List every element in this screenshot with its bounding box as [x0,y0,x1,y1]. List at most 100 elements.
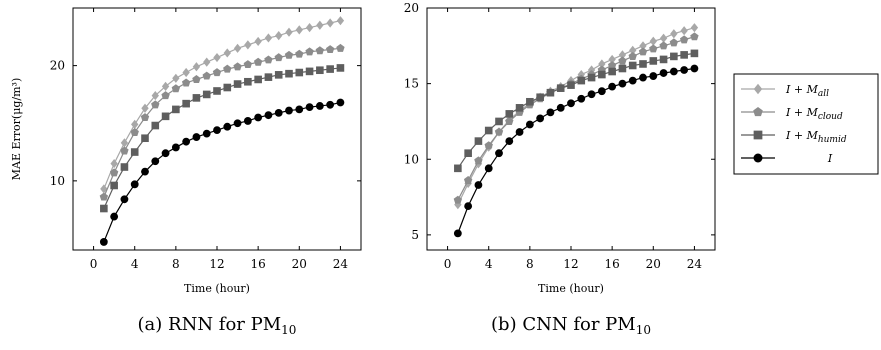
legend-label: I [827,152,833,165]
rnn-data-point [274,108,283,117]
y-tick-label: 15 [404,77,419,91]
cnn-data-point [474,137,483,145]
rnn-data-point [336,43,345,52]
cnn-data-point [649,36,657,46]
cnn-data-point [495,117,503,126]
rnn-data-point [130,180,139,189]
cnn-data-point [567,99,575,108]
rnn-data-point [182,137,191,146]
rnn-data-point [100,204,108,213]
x-tick-label: 24 [687,257,703,271]
rnn-data-point [213,126,221,135]
cnn-data-point [628,52,637,60]
rnn-data-point [171,84,181,93]
cnn-data-point [670,52,678,61]
cnn-data-point [690,32,699,41]
rnn-data-point [295,49,304,58]
rnn-data-point [233,62,242,71]
x-tick-label: 12 [563,257,578,271]
rnn-data-point [161,81,170,91]
cnn-data-point [484,164,493,173]
rnn-data-point [233,80,242,88]
cnn-data-point [464,202,473,211]
rnn-data-point [264,33,273,43]
x-tick-label: 4 [485,257,493,271]
rnn-data-point [172,73,180,83]
y-tick-label: 5 [411,228,419,242]
cnn-series-line [457,52,695,169]
rnn-data-point [284,50,294,59]
rnn-data-point [305,22,314,33]
rnn-data-point [233,43,242,53]
cnn-data-point [463,176,473,184]
cnn-data-point [680,66,689,74]
rnn-x-axis-label: Time (hour) [184,282,250,295]
rnn-data-point [305,47,314,56]
cnn-data-point [484,126,493,135]
cnn-data-point [618,50,627,60]
rnn-series-2 [100,64,345,213]
cnn-data-point [525,120,534,129]
cnn-data-point [680,51,688,59]
rnn-data-point [264,73,273,81]
rnn-data-point [192,133,201,141]
rnn-data-point [326,18,334,28]
rnn-data-point [202,129,211,138]
cnn-series-3 [453,64,699,238]
cnn-data-point [680,26,688,36]
rnn-data-point [130,128,139,137]
rnn-data-point [326,100,335,109]
cnn-data-point [505,110,514,118]
cnn-data-point [649,57,658,65]
rnn-series-line [103,20,341,190]
legend-marker [753,83,763,95]
rnn-data-point [151,90,159,101]
x-tick-label: 8 [172,257,180,271]
rnn-data-point [305,103,314,112]
cnn-data-point [608,67,616,76]
rnn-data-point [161,91,170,100]
rnn-data-point [141,167,149,176]
cnn-data-point [453,229,462,238]
rnn-data-point [212,68,222,77]
rnn-data-point [325,45,335,54]
cnn-data-point [546,88,555,97]
rnn-data-point [99,192,109,201]
cnn-data-point [639,41,647,51]
cnn-data-point [608,82,617,91]
cnn-data-point [515,104,524,112]
y-tick-label: 10 [404,152,419,166]
cnn-data-point [556,84,565,92]
cnn-series-2 [454,49,699,173]
rnn-data-point [203,57,211,67]
cnn-data-point [639,60,647,68]
cnn-data-point [495,149,503,158]
rnn-data-point [192,94,201,102]
legend-marker [753,130,763,140]
rnn-data-point [223,48,231,58]
rnn-data-point [120,163,129,171]
cnn-data-point [649,44,658,53]
rnn-data-point [285,69,293,78]
cnn-chart-panel: 0 4 8 12 16 20 24 5 10 15 20 Time (hour) (b) CNN for… [404,1,716,337]
cnn-data-point [536,114,545,123]
rnn-data-point [295,68,304,77]
rnn-data-point [120,138,129,148]
rnn-data-point [110,212,119,221]
x-tick-label: 16 [251,257,266,271]
cnn-data-point [464,149,472,157]
cnn-data-point [597,87,606,96]
y-tick-label: 20 [404,1,419,15]
rnn-data-point [254,75,262,84]
rnn-data-point [315,102,324,110]
rnn-data-point [336,16,345,26]
cnn-data-point [587,90,596,99]
legend-label: I + Mhumid [785,129,847,145]
rnn-data-point [110,158,118,169]
rnn-data-point [243,60,253,69]
rnn-data-point [233,119,242,128]
cnn-data-point [577,76,586,85]
cnn-data-point [669,38,679,47]
legend-label: I + Mall [785,83,829,99]
cnn-data-point [659,33,668,43]
